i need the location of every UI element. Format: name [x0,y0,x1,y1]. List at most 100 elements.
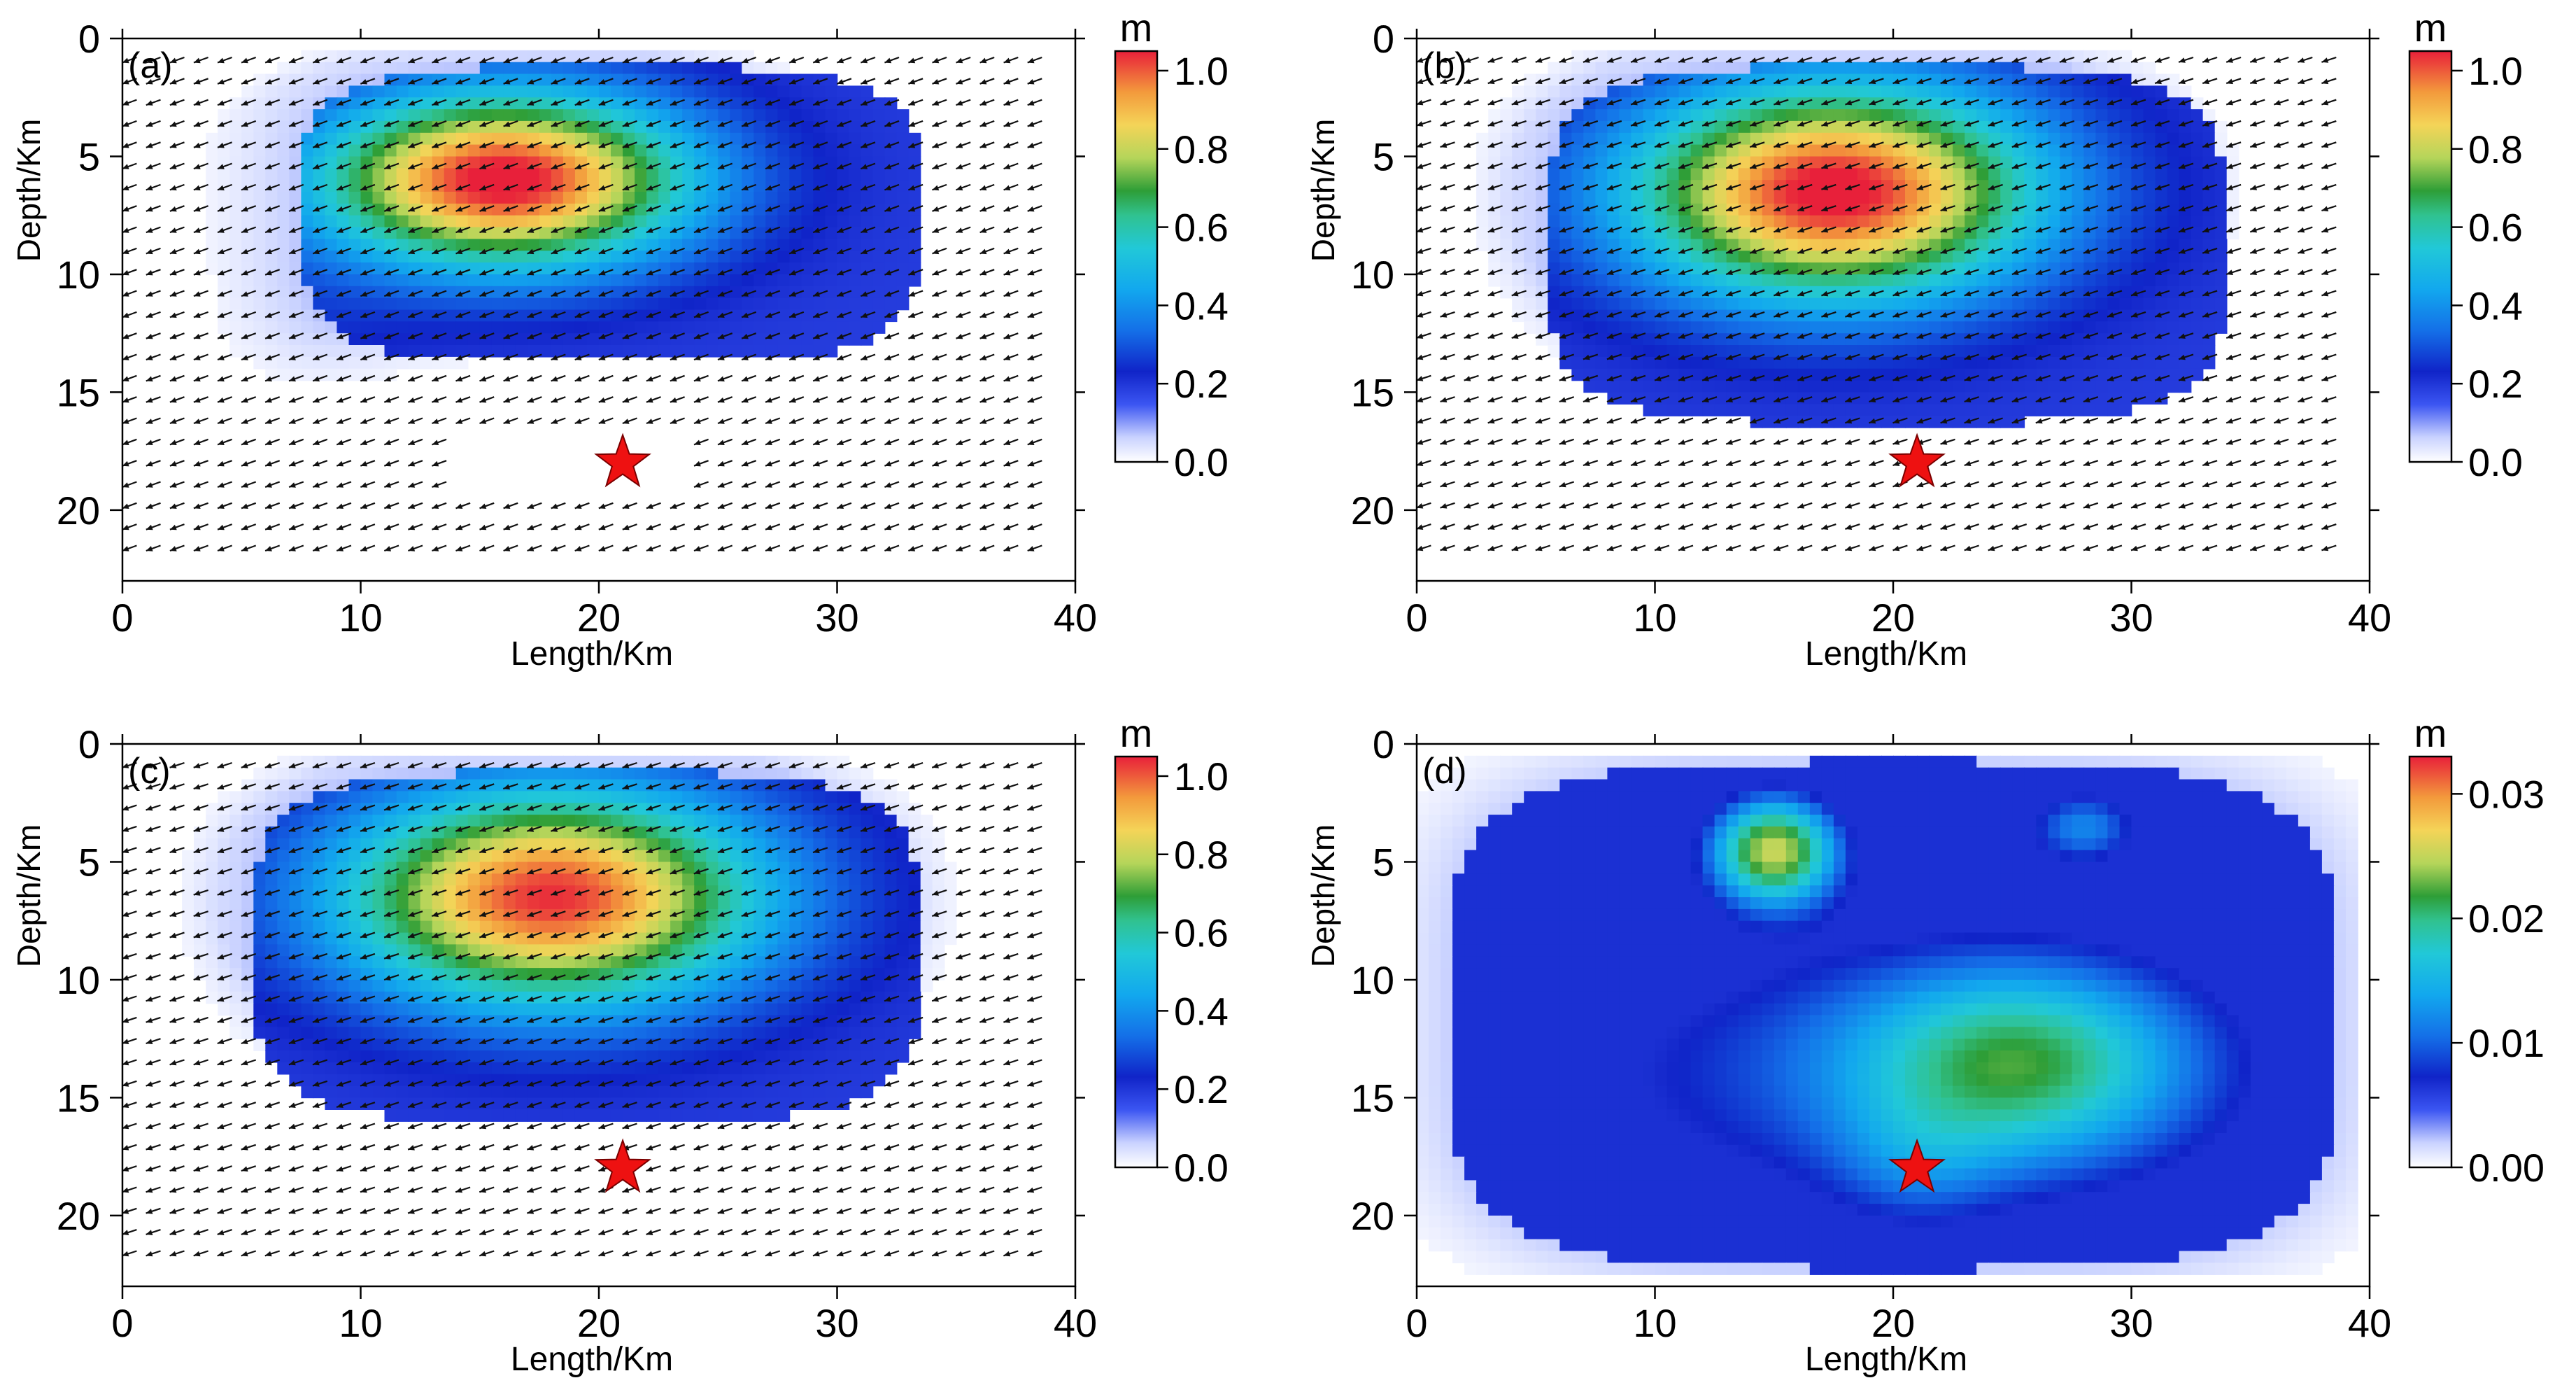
slip-cell [813,274,826,287]
slip-cell [2024,85,2037,98]
slip-cell [277,192,290,204]
slip-arrow [836,396,852,403]
slip-arrow [527,523,542,530]
slip-cell [491,156,504,169]
slip-cell [2072,180,2085,192]
slip-cell [753,274,767,287]
slip-arrow [264,417,281,425]
slip-arrow [122,99,137,106]
slip-arrow-head [956,503,963,509]
slip-arrow [146,226,161,234]
slip-arrow-head [479,503,487,509]
slip-arrow [146,502,161,509]
slip-cell [467,227,481,240]
slip-arrow [1027,417,1042,425]
slip-cell [730,192,743,204]
slip-arrow-head [193,376,201,382]
slip-arrow-head [1027,100,1035,106]
slip-cell [539,180,552,192]
slip-cell [682,274,695,287]
slip-cell [730,120,743,134]
slip-cell [1643,50,1656,63]
slip-cell [872,227,886,240]
slip-cell [1595,62,1608,75]
slip-cell [396,97,409,110]
slip-cell [1785,132,1799,146]
slip-cell [408,309,421,323]
slip-cell [682,239,695,251]
slip-cell [348,144,362,157]
slip-arrow [574,417,590,425]
slip-arrow-head [574,546,582,551]
slip-cell [551,203,564,216]
slip-cell [789,109,802,122]
slip-arrow-head [218,461,225,467]
slip-cell [1953,156,1965,169]
slip-arrow-head [742,376,749,382]
slip-arrow-head [670,419,677,424]
slip-cell [1905,120,1918,134]
slip-cell [455,168,469,181]
slip-arrow-head [503,524,511,530]
slip-cell [789,215,802,228]
slip-cell [1571,120,1585,134]
y-tick-label: 20 [57,488,100,533]
slip-cell [2024,120,2037,134]
slip-arrow [193,417,208,425]
slip-arrow [312,544,328,552]
slip-arrow-head [432,419,439,424]
slip-cell [1953,109,1965,122]
slip-cell [599,62,611,75]
slip-arrow-head [1027,461,1035,467]
slip-cell [229,120,242,134]
slip-arrow [551,396,566,403]
slip-arrow-head [956,419,963,424]
y-tick-label: 10 [57,253,100,297]
slip-cell [372,109,385,122]
slip-arrow-head [337,546,344,551]
slip-arrow [598,544,614,552]
slip-cell [348,109,362,122]
slip-cell [1583,192,1597,204]
slip-arrow [169,205,185,212]
slip-arrow [551,417,566,425]
slip-cell [1953,132,1965,146]
slip-arrow [312,417,328,425]
slip-arrow [1003,290,1019,297]
slip-cell [1976,132,1989,146]
slip-arrow [646,523,661,530]
slip-arrow-head [979,79,987,85]
slip-arrow [241,438,257,446]
slip-arrow-head [169,121,177,127]
slip-cell [753,120,767,134]
slip-arrow [408,502,423,509]
slip-cell [908,132,921,146]
slip-arrow-head [813,397,820,403]
slip-arrow [1003,99,1019,106]
slip-cell [432,321,445,334]
slip-arrow [860,460,876,467]
slip-cell [789,203,802,216]
slip-cell [491,192,504,204]
slip-cell [730,321,743,334]
slip-cell [2095,62,2109,75]
slip-arrow-head [479,524,487,530]
slip-cell [1881,73,1894,87]
slip-cell [2143,156,2156,169]
slip-cell [646,321,659,334]
slip-cell [646,132,659,146]
slip-cell [646,215,659,228]
slip-arrow [932,332,947,339]
slip-arrow [1027,56,1042,64]
slip-cell [2143,180,2156,192]
slip-arrow [979,78,995,85]
slip-arrow [884,353,900,361]
slip-cell [801,251,814,263]
slip-arrow-head [956,440,963,445]
slip-cell [730,297,743,311]
slip-cell [777,120,791,134]
slip-cell [277,180,290,192]
slip-arrow-head [241,503,248,509]
slip-cell [765,62,779,75]
slip-cell [491,274,504,287]
